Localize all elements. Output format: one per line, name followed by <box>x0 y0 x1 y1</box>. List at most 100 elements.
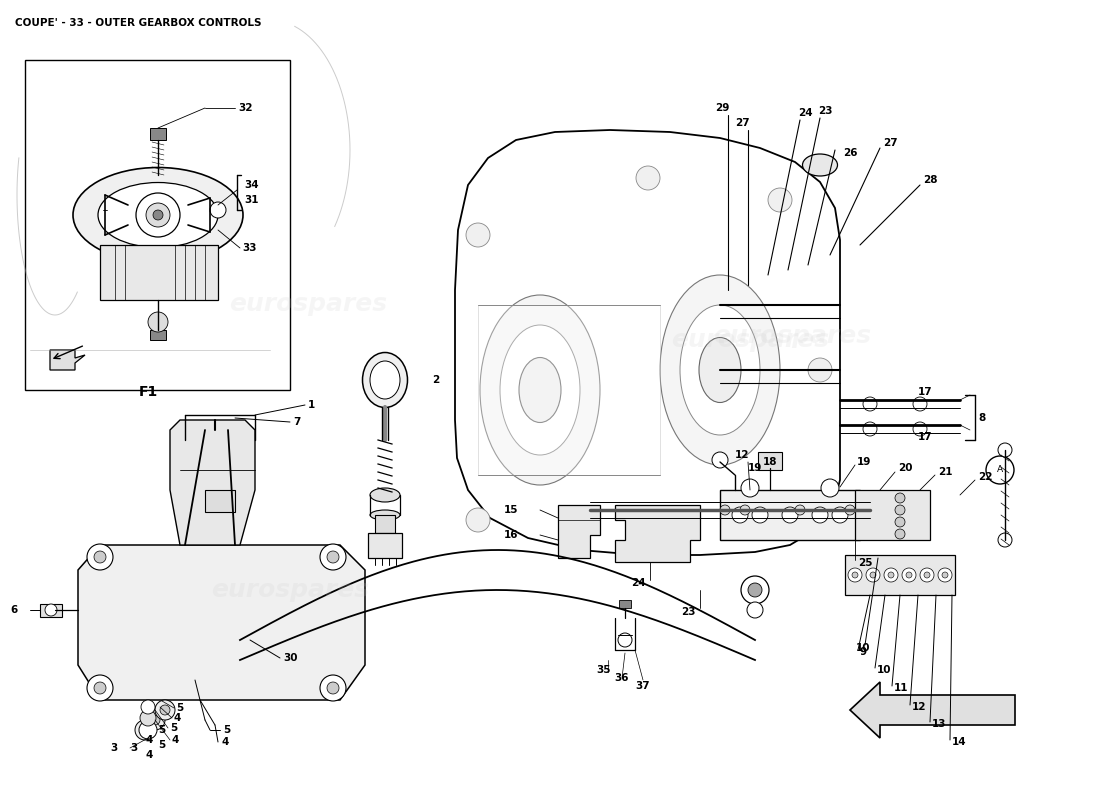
Circle shape <box>906 572 912 578</box>
Text: A: A <box>997 466 1003 474</box>
Text: 12: 12 <box>735 450 749 460</box>
Circle shape <box>920 568 934 582</box>
Text: 23: 23 <box>681 607 695 617</box>
Circle shape <box>94 551 106 563</box>
Circle shape <box>942 572 948 578</box>
Text: 4: 4 <box>172 735 179 745</box>
Circle shape <box>136 193 180 237</box>
Circle shape <box>895 493 905 503</box>
Text: 3: 3 <box>111 743 118 753</box>
Text: 10: 10 <box>877 665 891 675</box>
Circle shape <box>466 223 490 247</box>
Circle shape <box>320 675 346 701</box>
Text: 25: 25 <box>858 558 872 568</box>
Text: 30: 30 <box>283 653 297 663</box>
Text: 4: 4 <box>174 713 182 723</box>
Text: eurospares: eurospares <box>671 328 829 352</box>
Circle shape <box>740 505 750 515</box>
Bar <box>368 533 402 558</box>
Circle shape <box>795 505 805 515</box>
Circle shape <box>327 682 339 694</box>
Circle shape <box>87 675 113 701</box>
Text: 7: 7 <box>293 417 300 427</box>
Circle shape <box>748 583 762 597</box>
Circle shape <box>741 479 759 497</box>
Text: 23: 23 <box>818 106 833 116</box>
Text: 24: 24 <box>630 578 646 588</box>
Circle shape <box>913 397 927 411</box>
Text: 33: 33 <box>242 243 256 253</box>
Text: 26: 26 <box>843 148 858 158</box>
Circle shape <box>864 397 877 411</box>
Circle shape <box>210 202 225 218</box>
Text: 5: 5 <box>223 725 230 735</box>
Bar <box>375 515 395 533</box>
Text: 28: 28 <box>923 175 937 185</box>
Bar <box>150 128 166 140</box>
Ellipse shape <box>98 182 218 247</box>
Bar <box>478 305 660 475</box>
Ellipse shape <box>370 361 400 399</box>
Circle shape <box>94 682 106 694</box>
Text: 21: 21 <box>938 467 953 477</box>
Circle shape <box>924 572 930 578</box>
Circle shape <box>145 710 165 730</box>
Circle shape <box>148 312 168 332</box>
Circle shape <box>902 568 916 582</box>
Ellipse shape <box>73 167 243 262</box>
Bar <box>25 60 290 390</box>
Polygon shape <box>170 420 255 545</box>
Text: eurospares: eurospares <box>229 292 387 316</box>
Ellipse shape <box>363 353 407 407</box>
Polygon shape <box>50 350 85 370</box>
Circle shape <box>895 517 905 527</box>
Circle shape <box>832 507 848 523</box>
Circle shape <box>821 479 839 497</box>
Bar <box>619 600 631 608</box>
Bar <box>205 490 235 512</box>
Circle shape <box>153 210 163 220</box>
Text: 4: 4 <box>145 735 153 745</box>
Circle shape <box>618 633 632 647</box>
Text: 11: 11 <box>894 683 909 693</box>
Circle shape <box>320 544 346 570</box>
Circle shape <box>768 498 792 522</box>
Circle shape <box>327 551 339 563</box>
Circle shape <box>752 507 768 523</box>
Text: 10: 10 <box>856 643 870 653</box>
Circle shape <box>852 572 858 578</box>
Polygon shape <box>615 505 700 562</box>
Circle shape <box>160 705 170 715</box>
Circle shape <box>141 700 155 714</box>
Polygon shape <box>78 545 365 700</box>
Text: 29: 29 <box>715 103 729 113</box>
Circle shape <box>732 507 748 523</box>
Text: 6: 6 <box>11 605 18 615</box>
Text: 31: 31 <box>244 195 258 205</box>
Circle shape <box>45 604 57 616</box>
Bar <box>40 604 62 617</box>
Ellipse shape <box>370 488 400 502</box>
Text: 35: 35 <box>596 665 612 675</box>
Circle shape <box>998 443 1012 457</box>
Text: 27: 27 <box>735 118 749 128</box>
Ellipse shape <box>500 325 580 455</box>
Circle shape <box>864 422 877 436</box>
Circle shape <box>895 529 905 539</box>
Circle shape <box>848 568 862 582</box>
Circle shape <box>895 505 905 515</box>
Text: COUPE' - 33 - OUTER GEARBOX CONTROLS: COUPE' - 33 - OUTER GEARBOX CONTROLS <box>15 18 262 28</box>
Circle shape <box>150 715 160 725</box>
Text: 1: 1 <box>308 400 316 410</box>
Circle shape <box>747 602 763 618</box>
Ellipse shape <box>803 154 837 176</box>
Ellipse shape <box>698 338 741 402</box>
Text: 24: 24 <box>798 108 813 118</box>
Circle shape <box>866 568 880 582</box>
Text: 17: 17 <box>918 432 933 442</box>
Text: 32: 32 <box>238 103 253 113</box>
Text: 12: 12 <box>912 702 926 712</box>
Text: 19: 19 <box>857 457 871 467</box>
Text: 5: 5 <box>158 725 165 735</box>
Text: 20: 20 <box>898 463 913 473</box>
